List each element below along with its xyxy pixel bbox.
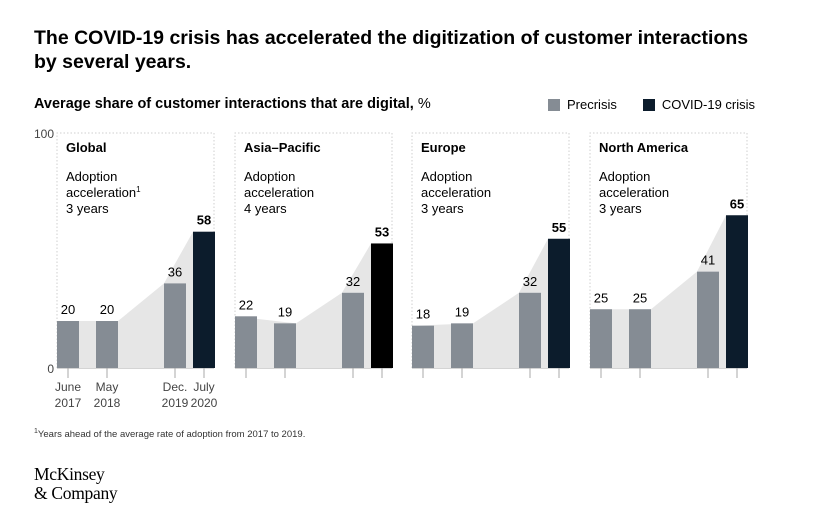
x-label-1-line-2: 2017 [55, 396, 82, 410]
y-tick-label-100: 100 [34, 127, 54, 141]
legend-swatch-precrisis [548, 98, 560, 111]
panel-4-value-label-2: 25 [633, 290, 647, 305]
legend-item-precrisis: Precrisis [548, 97, 617, 112]
panel-3-bar-1 [412, 325, 434, 368]
panel-3-value-label-1: 18 [416, 307, 430, 322]
x-label-2-line-1: May [96, 380, 119, 394]
subtitle-unit: % [417, 96, 431, 112]
panel-1-value-label-1: 20 [61, 302, 75, 317]
panel-4-note-line-3: 3 years [599, 201, 642, 216]
panel-1-note-marker: 1 [136, 185, 141, 194]
panel-3-bar-4 [548, 238, 570, 368]
panel-3-value-label-2: 19 [455, 304, 469, 319]
y-tick-label-0: 0 [47, 362, 54, 376]
panel-1-value-label-2: 20 [100, 302, 114, 317]
panel-3-region-title: Europe [421, 140, 466, 155]
x-label-4-line-2: 2020 [191, 396, 218, 410]
panel-1-value-label-4: 58 [197, 213, 211, 228]
logo-line-2: & Company [34, 483, 118, 503]
panel-1-note-line-2: acceleration1 [66, 185, 141, 200]
panel-4-region-title: North America [599, 140, 689, 155]
panel-4-note-line-1: Adoption [599, 169, 650, 184]
panel-2-value-label-3: 32 [346, 274, 360, 289]
panel-1-bar-1 [57, 321, 79, 368]
panel-3-note-line-1: Adoption [421, 169, 472, 184]
panel-3-note-line-3: 3 years [421, 201, 464, 216]
mckinsey-logo: McKinsey & Company [34, 464, 118, 503]
legend-label-covid: COVID-19 crisis [661, 97, 756, 112]
legend-label-precrisis: Precrisis [567, 97, 617, 112]
subtitle-text: Average share of customer interactions t… [34, 96, 414, 112]
panel-2-bar-1 [235, 316, 257, 368]
panel-1-bar-4 [193, 231, 215, 368]
panel-3-bar-2 [451, 323, 473, 368]
panel-2-value-label-4: 53 [375, 224, 389, 239]
panel-3-value-label-4: 55 [552, 220, 566, 235]
panel-1-region-title: Global [66, 140, 106, 155]
panel-3-trend-area [412, 238, 548, 368]
panel-3-value-label-3: 32 [523, 274, 537, 289]
panel-4-value-label-4: 65 [730, 196, 744, 211]
chart-subtitle: Average share of customer interactions t… [34, 96, 431, 112]
panel-2-note-line-3: 4 years [244, 201, 287, 216]
panel-1-value-label-3: 36 [168, 264, 182, 279]
x-label-3-line-1: Dec. [163, 380, 188, 394]
panel-2-region-title: Asia–Pacific [244, 140, 321, 155]
panel-2-note-line-1: Adoption [244, 169, 295, 184]
panel-4-bar-1 [590, 309, 612, 368]
panel-4-bar-3 [697, 271, 719, 368]
footnote: 1Years ahead of the average rate of adop… [34, 428, 305, 440]
panel-4-trend-area [590, 215, 726, 368]
x-label-3-line-2: 2019 [162, 396, 189, 410]
panel-1-note-line-1: Adoption [66, 169, 117, 184]
x-label-4-line-1: July [193, 380, 214, 394]
x-label-2-line-2: 2018 [94, 396, 121, 410]
panel-3-note-line-2: acceleration [421, 185, 491, 200]
panel-2-bar-3 [342, 292, 364, 368]
panel-4-bar-2 [629, 309, 651, 368]
panel-2-bar-2 [274, 323, 296, 368]
panel-1-bar-3 [164, 283, 186, 368]
panel-1-trend-area [57, 231, 193, 368]
panel-4-note-line-2: acceleration [599, 185, 669, 200]
panel-4-value-label-3: 41 [701, 253, 715, 268]
panel-2-value-label-2: 19 [278, 304, 292, 319]
panel-2-bar-4 [371, 243, 393, 368]
panel-2-trend-area [235, 243, 371, 368]
footnote-text: Years ahead of the average rate of adopt… [37, 429, 306, 441]
panel-4-value-label-1: 25 [594, 290, 608, 305]
legend-item-covid: COVID-19 crisis [642, 97, 756, 112]
legend: Precrisis COVID-19 crisis [548, 97, 755, 112]
panel-2-value-label-1: 22 [239, 297, 253, 312]
panel-3-bar-3 [519, 292, 541, 368]
footnote-marker: 1 [34, 428, 38, 435]
panel-1-bar-2 [96, 321, 118, 368]
x-label-1-line-1: June [55, 380, 81, 394]
logo-line-1: McKinsey [34, 464, 105, 484]
panel-1-note-line-3: 3 years [66, 201, 109, 216]
panel-4-bar-4 [726, 215, 748, 368]
chart-headline: The COVID-19 crisis has accelerated the … [34, 27, 749, 73]
legend-swatch-covid [642, 98, 655, 111]
panel-2-note-line-2: acceleration [244, 185, 314, 200]
